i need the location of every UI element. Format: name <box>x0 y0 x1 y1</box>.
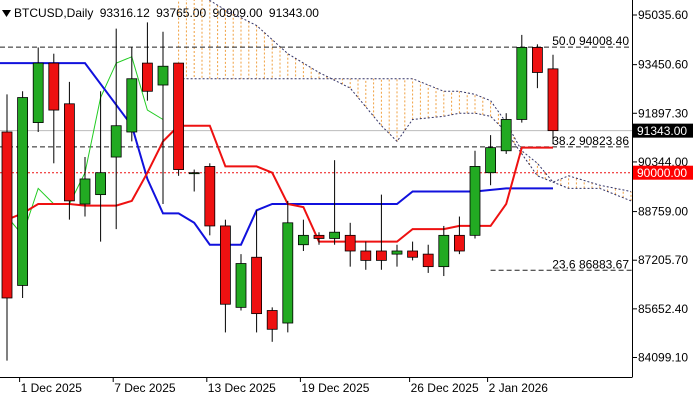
y-tick-label: 95035.60 <box>638 8 688 22</box>
bear-candle <box>251 256 263 315</box>
bull-candle <box>438 234 450 268</box>
y-tick-label: 88759.00 <box>638 205 688 219</box>
bull-candle <box>95 172 106 196</box>
y-tick-label: 85652.40 <box>638 302 688 316</box>
bull-candle <box>500 119 512 152</box>
bear-candle <box>313 234 325 239</box>
bear-candle <box>360 250 372 261</box>
axes: 95035.60 93450.60 91897.30 90344.00 88759.00… <box>0 0 688 395</box>
cloud-upper-edge <box>208 0 632 202</box>
bear-candle <box>141 62 153 92</box>
fib-level-label: 23.6 86883.67 <box>552 257 629 271</box>
bear-candle <box>48 62 60 111</box>
bull-candle <box>126 78 138 133</box>
bull-candle <box>485 147 497 174</box>
bear-candle <box>173 62 185 170</box>
close-value: 91343.00 <box>268 6 319 20</box>
low-value: 90909.00 <box>212 6 263 20</box>
price-badge <box>633 123 693 138</box>
y-tick-label: 90344.00 <box>638 155 688 169</box>
y-tick-label: 84099.10 <box>638 351 688 365</box>
bull-candle <box>188 172 200 175</box>
x-tick-label: 19 Dec 2025 <box>301 381 369 395</box>
bull-candle <box>516 47 528 120</box>
bear-candle <box>532 47 543 73</box>
bear-candle <box>407 250 419 258</box>
bear-candle <box>422 253 434 268</box>
bull-candle <box>17 97 29 286</box>
bull-candle <box>32 62 44 123</box>
y-tick-label: 87205.70 <box>638 253 688 267</box>
bull-candle <box>235 263 247 308</box>
bull-candle <box>157 65 169 86</box>
symbol-label: BTCUSD,Daily <box>14 6 94 20</box>
x-tick-label: 7 Dec 2025 <box>114 381 176 395</box>
y-tick-label: 91897.30 <box>638 106 688 120</box>
bull-candle <box>79 178 91 205</box>
open-value: 93316.12 <box>99 6 150 20</box>
bear-candle <box>219 225 231 305</box>
bear-candle <box>1 131 13 299</box>
x-tick-label: 26 Dec 2025 <box>411 381 479 395</box>
bull-candle <box>297 234 309 246</box>
bear-candle <box>204 166 216 227</box>
x-tick-label: 13 Dec 2025 <box>208 381 276 395</box>
kijun-line <box>0 62 553 246</box>
cloud-lower-edge <box>178 78 632 192</box>
bull-candle <box>110 125 122 158</box>
bear-candle <box>547 68 559 132</box>
bear-candle <box>266 310 278 330</box>
y-tick-label: 93450.60 <box>638 58 688 72</box>
price-badge <box>633 165 693 180</box>
bull-candle <box>469 166 481 236</box>
bull-candle <box>329 231 341 239</box>
bull-candle <box>391 250 403 255</box>
bear-candle <box>64 103 75 202</box>
x-tick-label: 1 Dec 2025 <box>21 381 83 395</box>
high-value: 93765.00 <box>156 6 207 20</box>
fib-level-label: 38.2 90823.86 <box>552 134 629 148</box>
x-tick-label: 2 Jan 2026 <box>489 381 549 395</box>
bear-candle <box>344 234 356 252</box>
price-badge-label: 90000.00 <box>637 166 687 180</box>
down-triangle-icon <box>2 9 11 17</box>
bear-candle <box>375 250 387 261</box>
tenkan-line <box>6 124 553 243</box>
bear-candle <box>453 234 465 252</box>
ichimoku-cloud <box>178 0 632 202</box>
price-badge-label: 91343.00 <box>637 124 687 138</box>
price-badges: 90000.00 91343.00 <box>633 123 693 180</box>
fib-level-label: 50.0 94008.40 <box>552 34 629 48</box>
bull-candle <box>282 222 294 324</box>
chart-header: BTCUSD,Daily 93316.12 93765.00 90909.00 … <box>2 6 322 20</box>
candles <box>1 22 559 361</box>
